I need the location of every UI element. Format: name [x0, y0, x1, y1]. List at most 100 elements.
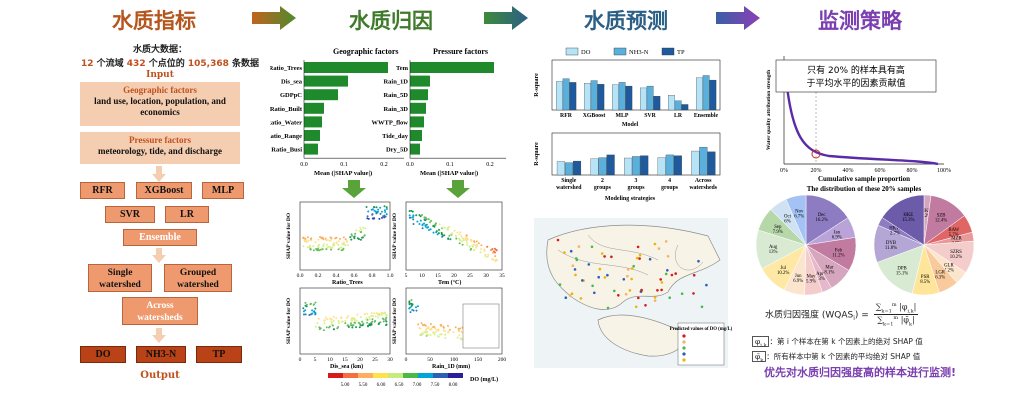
pie-label: SZRS: [950, 250, 962, 255]
dependence-ylabel: SHAP value for DO: [392, 212, 398, 259]
r2-bar: [569, 82, 577, 111]
scatter-point: [476, 244, 478, 247]
scatter-point: [312, 245, 315, 248]
prediction-point: [674, 272, 677, 275]
colorbar-segment: [418, 373, 433, 378]
bar: [304, 130, 320, 141]
tick-label: 100%: [937, 168, 951, 174]
r2-bar: [556, 161, 565, 176]
pie-pct: 5.9%: [806, 280, 816, 285]
scatter-point: [440, 231, 443, 234]
scatter-point: [483, 248, 486, 251]
r2-bar: [625, 85, 633, 111]
category-label: LR: [674, 113, 683, 119]
scatter-point: [385, 320, 388, 323]
scatter-point: [441, 226, 444, 229]
grouped-watershed-box: Grouped watershed: [164, 264, 232, 292]
scatter-point: [356, 237, 359, 240]
scatter-point: [465, 234, 468, 237]
pie-pct: 10.2%: [950, 255, 962, 260]
scatter-point: [304, 313, 307, 316]
scatter-point: [491, 248, 494, 250]
output-do-box: DO: [80, 346, 126, 363]
r2-bar: [598, 157, 607, 176]
tick-label: 20: [357, 357, 363, 363]
scatter-point: [324, 237, 327, 240]
scatter-point: [340, 320, 343, 323]
prediction-point: [613, 289, 616, 293]
prediction-point: [574, 273, 577, 277]
scatter-point: [412, 214, 415, 217]
formula-note-1: φi,k ：第 i 个样本在第 k 个因素上的绝对 SHAP 值: [752, 336, 923, 349]
scatter-point: [383, 209, 386, 212]
pie-pct: 6%: [784, 220, 790, 225]
scatter-point: [337, 326, 340, 328]
scatter-point: [302, 310, 305, 313]
scatter-point: [466, 243, 469, 246]
phi-k-symbol: φ̄k: [752, 351, 767, 364]
scatter-point: [458, 233, 461, 236]
scatter-point: [470, 239, 473, 242]
prediction-point: [569, 249, 573, 253]
prediction-point: [568, 294, 572, 297]
scatter-point: [312, 303, 315, 306]
note1-text: ：第 i 个样本在第 k 个因素上的绝对 SHAP 值: [769, 337, 923, 346]
prediction-point: [597, 275, 600, 279]
scatter-point: [465, 241, 468, 244]
scatter-point: [382, 320, 385, 323]
pie-pct: 6.3%: [935, 276, 945, 281]
scatter-point: [347, 315, 350, 318]
scatter-point: [305, 305, 308, 308]
scatter-point: [437, 328, 440, 331]
scatter-point: [439, 333, 441, 336]
scatter-point: [473, 248, 476, 251]
r2-bar: [707, 151, 716, 176]
scatter-point: [359, 316, 362, 319]
prediction-point: [556, 238, 560, 242]
prediction-point: [697, 259, 700, 263]
arrow-icon: [484, 6, 528, 34]
colorbar-segment: [448, 373, 463, 378]
annotation-text-1: 只有 20% 的样本具有高: [807, 64, 905, 76]
scatter-point: [303, 313, 305, 316]
pie-label: HKE: [903, 213, 913, 218]
category-label: 2: [601, 178, 604, 184]
scatter-point: [409, 311, 412, 314]
scatter-point: [360, 324, 363, 327]
scatter-point: [371, 208, 374, 211]
scatter-point: [416, 305, 419, 308]
model-r2-chart: R-square RFR XGBoost MLP SVR LR Ensemble: [534, 59, 721, 119]
category-label: Single: [561, 178, 577, 184]
tick-label: 0.0: [297, 273, 304, 279]
prediction-point: [628, 289, 632, 292]
prediction-point: [660, 281, 664, 284]
scatter-point: [368, 316, 371, 319]
scatter-point: [370, 322, 373, 325]
scatter-point: [332, 242, 335, 245]
scatter-point: [365, 317, 368, 320]
r2-bar: [624, 157, 633, 176]
scatter-point: [335, 242, 338, 245]
legend-swatch: [565, 47, 579, 56]
scatter-point: [368, 323, 371, 326]
prediction-point: [624, 292, 628, 296]
formula-label: 水质归因强度 (WQAS: [765, 310, 854, 321]
colorbar-tick: 5.50: [359, 383, 368, 388]
scatter-point: [339, 237, 341, 240]
scatter-point: [340, 249, 343, 252]
scatter-point: [442, 326, 445, 329]
scatter-point: [330, 318, 333, 321]
tick-label: 0.2: [380, 162, 388, 168]
scatter-point: [372, 206, 375, 209]
scatter-point: [373, 312, 376, 315]
r2-bar: [640, 87, 647, 111]
scatter-point: [466, 238, 469, 241]
bar-label: WWTP_flow: [372, 119, 409, 126]
map-legend-dot: [682, 340, 686, 344]
press-box-title: Pressure factors: [129, 135, 191, 145]
down-arrow-icon: [152, 328, 166, 343]
scatter-point: [443, 234, 446, 237]
scatter-point: [377, 210, 379, 213]
header-water-quality-indicators: 水质指标: [112, 9, 196, 33]
scatter-point: [435, 231, 438, 234]
